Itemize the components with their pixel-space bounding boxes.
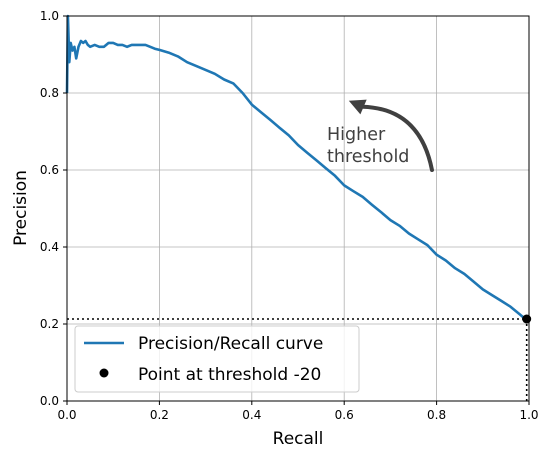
annotation-arrow — [360, 104, 434, 172]
x-axis-ticks: 0.0 0.2 0.4 0.6 0.8 1.0 — [57, 401, 539, 422]
x-tick-label: 0.6 — [335, 408, 354, 422]
x-tick-label: 1.0 — [519, 408, 538, 422]
plot-frame — [66, 15, 530, 402]
x-tick-label: 0.8 — [427, 408, 446, 422]
annotation: Higher threshold — [327, 99, 434, 172]
reference-lines — [67, 318, 528, 401]
grid-lines — [66, 15, 530, 402]
x-axis-label: Recall — [273, 429, 324, 449]
y-axis-ticks: 0.0 0.2 0.4 0.6 0.8 1.0 — [40, 9, 67, 408]
annotation-arrow-head — [348, 99, 367, 115]
x-tick-label: 0.0 — [57, 408, 76, 422]
y-tick-label: 0.0 — [40, 394, 59, 408]
precision-recall-curve-line — [65, 14, 526, 320]
x-tick-label: 0.4 — [242, 408, 261, 422]
y-tick-label: 0.8 — [40, 86, 59, 100]
x-tick-label: 0.2 — [150, 408, 169, 422]
annotation-line-2: threshold — [327, 147, 409, 167]
y-tick-label: 0.6 — [40, 163, 59, 177]
legend-label-curve: Precision/Recall curve — [138, 334, 323, 354]
annotation-line-1: Higher — [327, 125, 386, 145]
legend-label-point: Point at threshold -20 — [138, 365, 321, 385]
legend: Precision/Recall curve Point at threshol… — [74, 325, 360, 393]
legend-box — [74, 325, 360, 393]
y-tick-label: 1.0 — [40, 9, 59, 23]
threshold-point-marker — [522, 314, 532, 324]
y-axis-label: Precision — [11, 170, 31, 246]
y-tick-label: 0.2 — [40, 317, 59, 331]
y-tick-label: 0.4 — [40, 240, 59, 254]
legend-point-swatch — [99, 368, 109, 378]
